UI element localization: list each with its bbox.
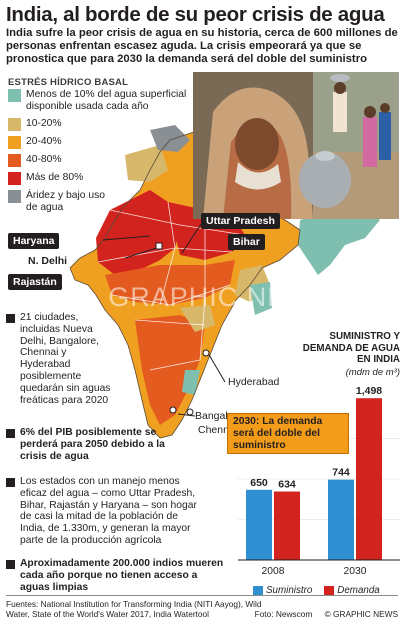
region-yellow-center [180, 305, 215, 332]
legend-swatch [8, 154, 21, 167]
region-yellow-east [235, 265, 270, 302]
legend-item: 10-20% [8, 118, 198, 131]
legend-item: 40-80% [8, 154, 198, 167]
legend: Menos de 10% del agua superficial dispon… [8, 89, 198, 219]
label-haryana: Haryana [8, 233, 60, 249]
chart-unit: (mdm de m³) [345, 367, 400, 378]
sources-text: Fuentes: National Institution for Transf… [6, 599, 262, 620]
legend-title: ESTRÉS HÍDRICO BASAL [8, 77, 129, 88]
chart-legend: Suministro Demanda [253, 585, 380, 596]
bullet-item: 6% del PIB posiblemente se perderá para … [6, 427, 184, 462]
legend-label: 20-40% [26, 136, 62, 147]
legend-swatch [8, 190, 21, 203]
bullet-item: 21 ciudades, incluidas Nueva Delhi, Bang… [6, 312, 118, 406]
photo-woman-water [193, 72, 399, 219]
region-grey-north [150, 125, 190, 152]
footer-sources: Fuentes: National Institution for Transf… [6, 599, 286, 620]
bullet-text: Aproximadamente 200.000 indios mueren ca… [20, 558, 224, 593]
india-outline [69, 129, 301, 439]
bullet-text: Los estados con un manejo menos eficaz d… [20, 476, 197, 546]
hyderabad-marker [202, 349, 210, 357]
legend-label: Menos de 10% del agua superficial dispon… [26, 89, 187, 112]
chart-title: SUMINISTRO Y DEMANDA DE AGUA EN INDIA [302, 331, 400, 365]
bar-chart: 650 634 2008 744 1,498 2030 [238, 385, 400, 577]
legend-item: Menos de 10% del agua superficial dispon… [8, 89, 193, 113]
label-bihar: Bihar [228, 234, 265, 250]
bar-value-label: 634 [278, 479, 296, 491]
legend-swatch [8, 118, 21, 131]
bar-suministro-2008 [246, 489, 272, 560]
label-rajastan: Rajastán [8, 274, 62, 290]
legend-label: Más de 80% [26, 172, 84, 183]
category-label: 2008 [262, 566, 285, 577]
region-orange-south [135, 315, 205, 425]
bullet-square-icon [6, 429, 15, 438]
legend-item: Más de 80% [8, 172, 198, 185]
bullet-text: 6% del PIB posiblemente se perderá para … [20, 427, 165, 462]
state-borders [97, 201, 246, 371]
bar-value-label: 1,498 [356, 385, 382, 397]
bar-demanda-2008 [274, 491, 300, 560]
legend-swatch [8, 172, 21, 185]
label-n-delhi: N. Delhi [28, 255, 68, 267]
legend-swatch [8, 136, 21, 149]
bullet-text: 21 ciudades, incluidas Nueva Delhi, Bang… [20, 312, 111, 406]
label-hyderabad: Hyderabad [228, 376, 280, 388]
legend-label: Áridez y bajo uso de agua [26, 190, 105, 213]
legend-swatch-demanda [324, 585, 335, 596]
region-teal-south [182, 370, 200, 395]
page-subtitle: India sufre la peor crisis de agua en su… [6, 27, 398, 65]
region-teal-northeast [298, 205, 380, 275]
watermark: GRAPHIC NEWS [108, 282, 332, 312]
legend-swatch-suministro [253, 585, 263, 596]
region-yellow-northwest [125, 145, 168, 182]
n-delhi-marker [155, 242, 163, 250]
bar-demanda-2030 [356, 398, 382, 560]
legend-swatch [8, 89, 21, 102]
photo-illustration [193, 72, 399, 219]
bullet-item: Aproximadamente 200.000 indios mueren ca… [6, 558, 226, 593]
page-title: India, al borde de su peor crisis de agu… [6, 3, 385, 26]
footer-divider [6, 595, 398, 596]
legend-label-suministro: Suministro [266, 585, 313, 596]
legend-label-demanda: Demanda [337, 585, 380, 596]
bar-value-label: 744 [332, 467, 350, 479]
category-label: 2030 [344, 566, 367, 577]
region-teal-east [250, 282, 272, 315]
bangalore-marker [169, 406, 177, 414]
legend-item: Áridez y bajo uso de agua [8, 190, 118, 214]
chennai-marker [186, 408, 194, 416]
footer-credits: Foto: Newscom © GRAPHIC NEWS [245, 609, 398, 619]
chart-annotation: 2030: La demanda será del doble del sumi… [227, 413, 349, 455]
legend-label: 10-20% [26, 118, 62, 129]
bullet-square-icon [6, 560, 15, 569]
bar-value-label: 650 [250, 477, 268, 489]
bar-suministro-2030 [328, 479, 354, 560]
legend-label: 40-80% [26, 154, 62, 165]
bullet-square-icon [6, 314, 15, 323]
photo-credit: Foto: Newscom [254, 609, 313, 619]
legend-item: 20-40% [8, 136, 198, 149]
bullet-square-icon [6, 478, 15, 487]
bullet-item: Los estados con un manejo menos eficaz d… [6, 476, 206, 547]
copyright: © GRAPHIC NEWS [324, 609, 398, 619]
label-uttar-pradesh: Uttar Pradesh [201, 213, 280, 229]
